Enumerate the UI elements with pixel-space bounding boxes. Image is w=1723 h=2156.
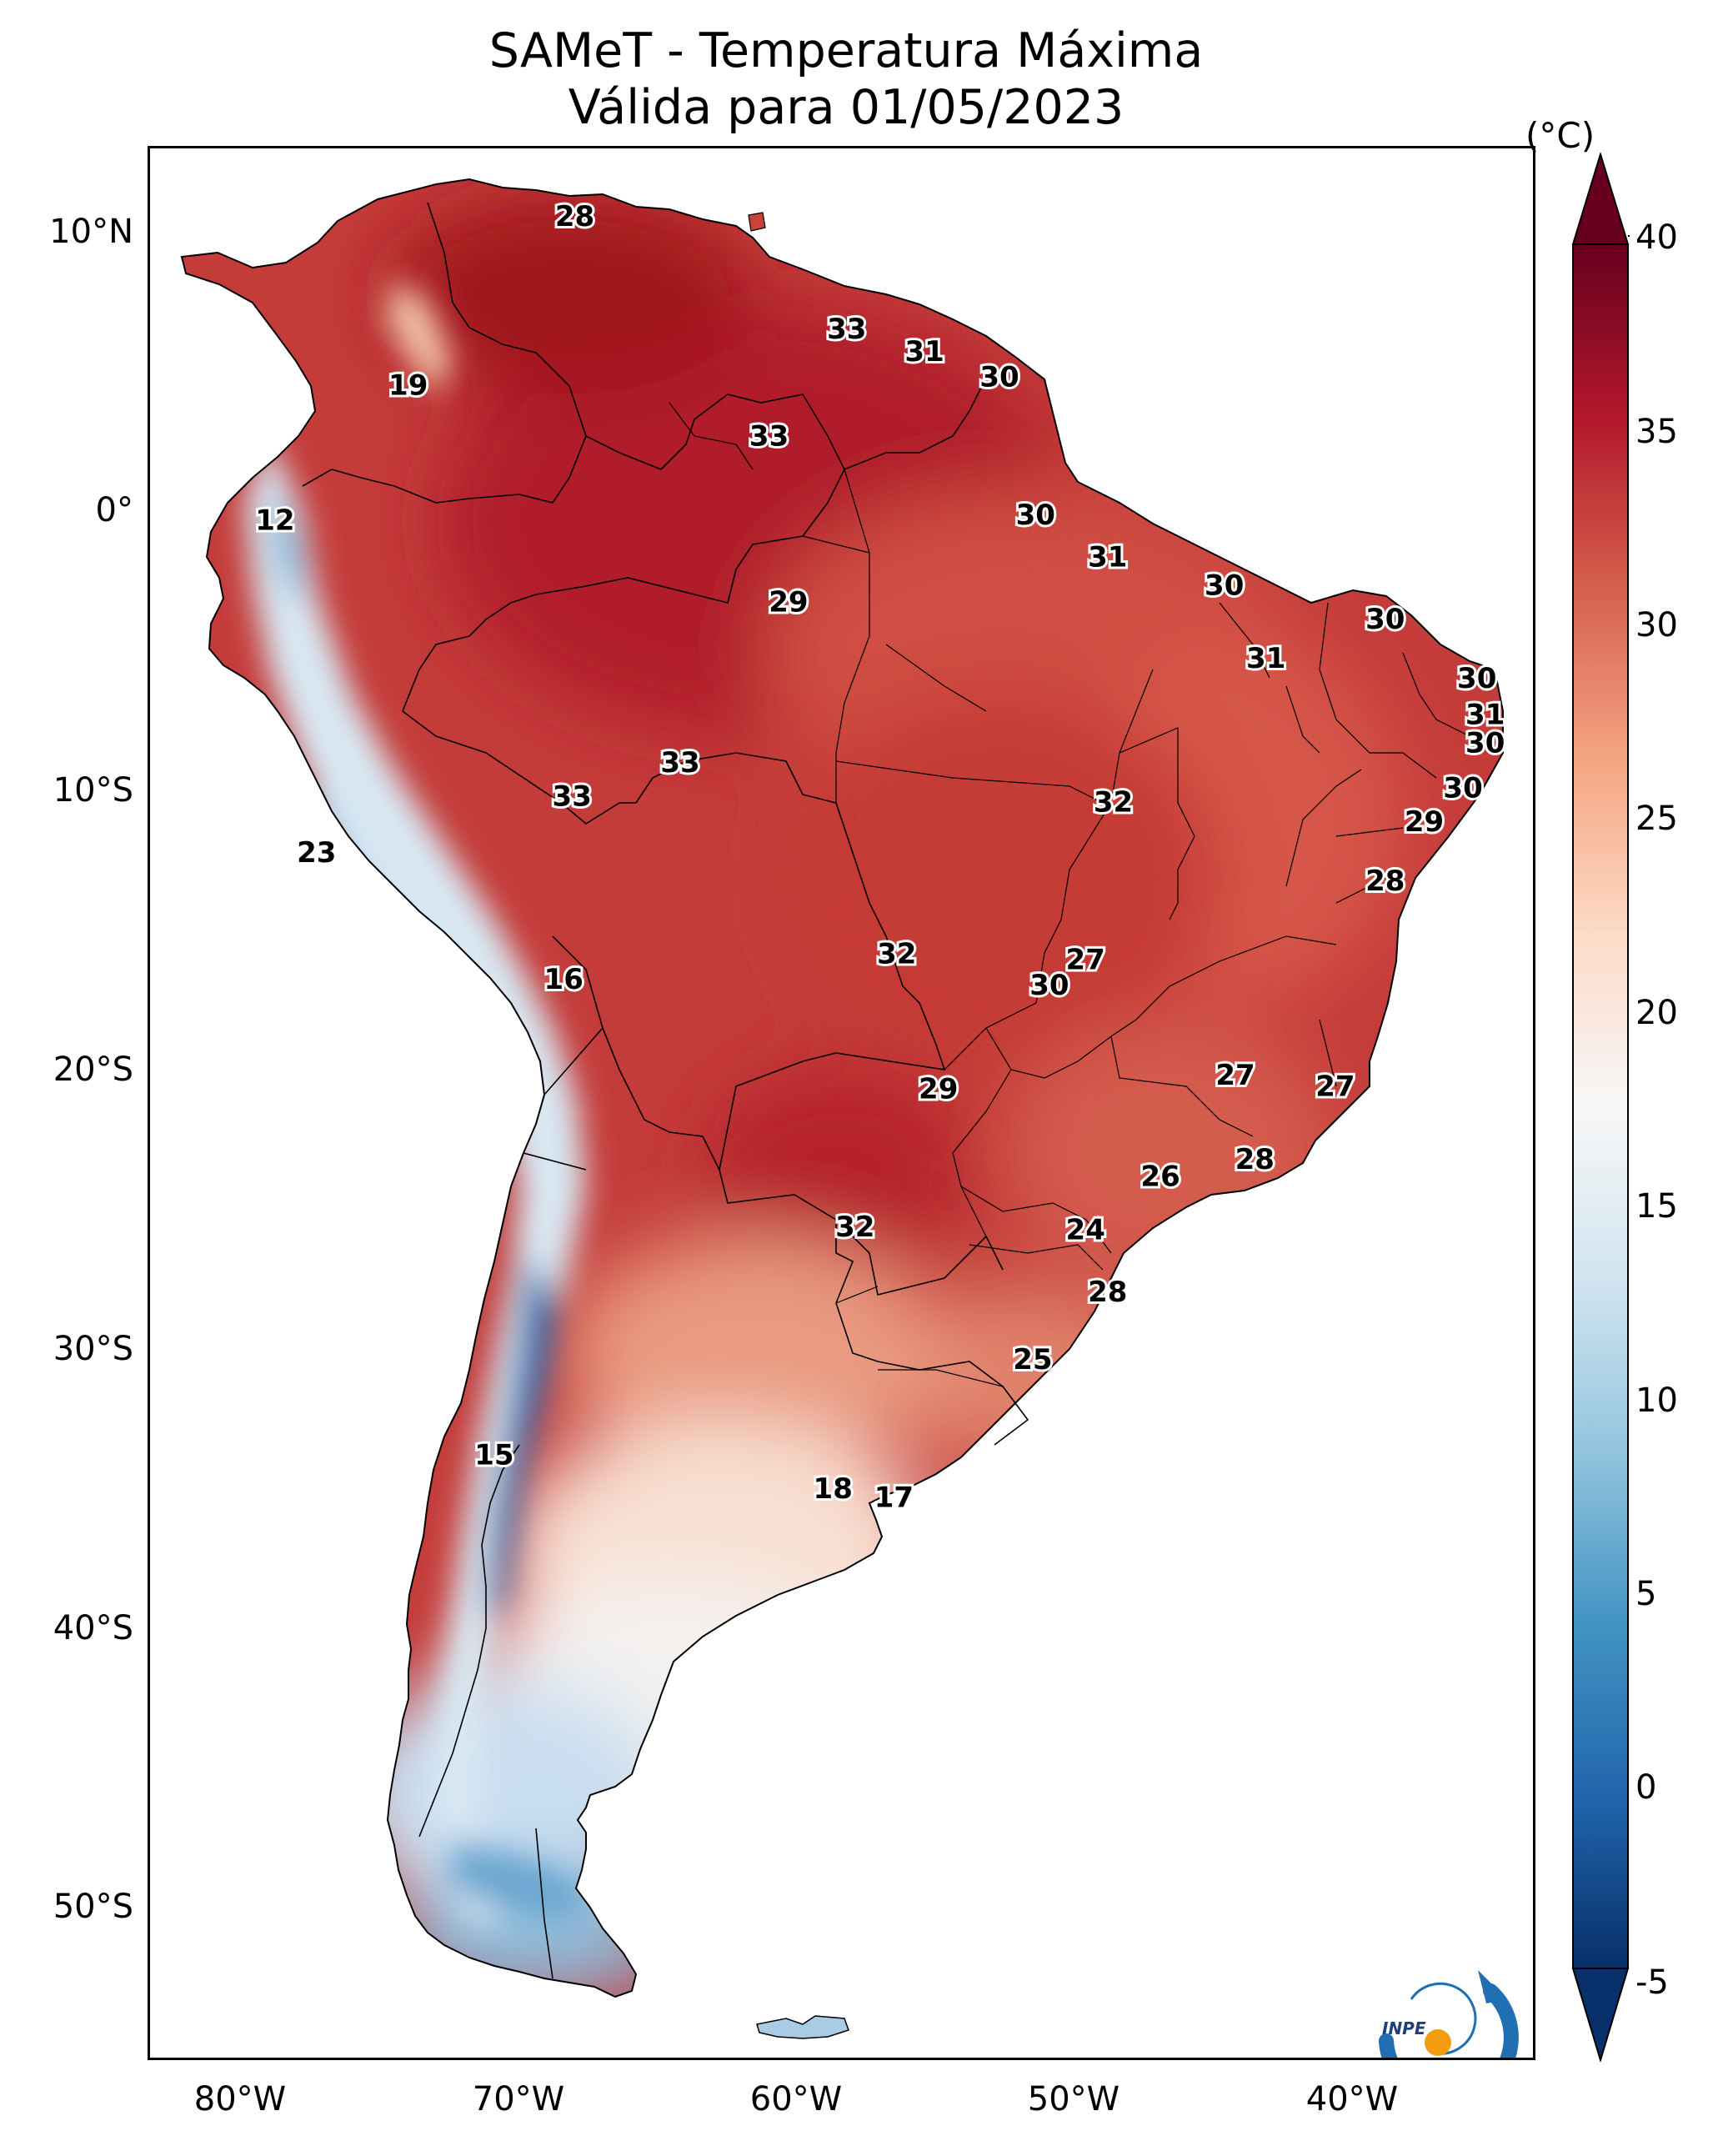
- city-temperature-label: 30: [979, 361, 1019, 394]
- city-temperature-label: 32: [1094, 785, 1133, 819]
- city-temperature-label: 33: [749, 419, 789, 453]
- lat-tick-label: 50°S: [53, 1888, 133, 1926]
- city-temperature-label: 23: [297, 836, 336, 870]
- city-temperature-label: 30: [1205, 569, 1244, 602]
- city-temperature-label: 29: [1405, 805, 1444, 839]
- colorbar-body: [1572, 243, 1629, 1969]
- inpe-logo-text: INPE: [1382, 2018, 1426, 2038]
- lon-tick-label: 80°W: [193, 2080, 287, 2118]
- city-temperature-label: 30: [1029, 969, 1069, 1002]
- lon-tick-label: 40°W: [1305, 2080, 1399, 2118]
- colorbar-bottom-extend: [1571, 1968, 1630, 2062]
- city-temperature-label: 24: [1066, 1214, 1105, 1247]
- colorbar-tick-label: -5: [1635, 1963, 1669, 2002]
- trinidad-island: [748, 212, 766, 232]
- colorbar-tick-label: 5: [1635, 1575, 1657, 1613]
- coastline: [180, 178, 1504, 1998]
- colorbar-tick-label: 30: [1635, 606, 1678, 644]
- lon-tick-label: 50°W: [1027, 2080, 1120, 2118]
- city-temperature-label: 33: [660, 746, 699, 780]
- city-temperature-label: 29: [769, 586, 808, 619]
- city-temperature-label: 27: [1066, 943, 1105, 976]
- colorbar-tick-label: 35: [1635, 413, 1678, 451]
- lon-tick-label: 60°W: [749, 2080, 843, 2118]
- city-temperature-label: 32: [877, 938, 916, 971]
- falkland-islands: [756, 2015, 849, 2039]
- map-subtitle: Válida para 01/05/2023: [568, 80, 1124, 135]
- lat-tick-label: 0°: [95, 491, 133, 529]
- colorbar-tick-label: 15: [1635, 1187, 1678, 1226]
- city-temperature-label: 30: [1016, 499, 1055, 532]
- colorbar-tick-label: 10: [1635, 1381, 1678, 1420]
- colorbar-tick-label: 20: [1635, 994, 1678, 1032]
- city-temperature-label: 28: [555, 200, 594, 233]
- city-temperature-label: 30: [1457, 662, 1496, 695]
- city-temperature-label: 18: [814, 1472, 853, 1506]
- lat-tick-label: 30°S: [53, 1330, 133, 1368]
- lon-tick-label: 70°W: [472, 2080, 565, 2118]
- city-temperature-label: 27: [1215, 1059, 1255, 1092]
- city-temperature-label: 17: [874, 1481, 914, 1514]
- state-borders: [669, 402, 1470, 1387]
- map-panel[interactable]: 28 33 31 30 19 33 12 30 31 30 29 30 31 30 31 30 33 30 33 32…: [148, 146, 1535, 2060]
- colorbar-unit: (°C): [1525, 115, 1595, 156]
- city-temperature-label: 31: [1088, 541, 1127, 574]
- city-temperature-label: 29: [919, 1073, 958, 1106]
- city-temperature-label: 31: [1246, 642, 1285, 675]
- city-temperature-label: 15: [474, 1439, 513, 1472]
- lat-tick-label: 20°S: [53, 1050, 133, 1089]
- city-temperature-label: 30: [1365, 603, 1405, 636]
- colorbar-top-extend: [1571, 153, 1630, 245]
- colorbar-tick-label: 40: [1635, 218, 1678, 257]
- city-temperature-label: 30: [1465, 726, 1505, 760]
- city-temperature-label: 33: [553, 780, 592, 814]
- city-temperature-label: 26: [1140, 1160, 1180, 1193]
- colorbar-tick-label: 0: [1635, 1768, 1657, 1807]
- city-temperature-label: 25: [1013, 1343, 1052, 1376]
- city-temperature-label: 28: [1088, 1276, 1127, 1309]
- city-temperature-label: 30: [1443, 772, 1482, 805]
- colorbar: [1571, 153, 1630, 2062]
- city-temperature-label: 33: [827, 313, 866, 346]
- lat-tick-label: 40°S: [53, 1609, 133, 1647]
- map-title: SAMeT - Temperatura Máxima: [488, 23, 1204, 78]
- lat-tick-label: 10°N: [49, 213, 133, 251]
- city-temperature-label: 27: [1315, 1070, 1355, 1103]
- city-temperature-label: 16: [544, 963, 584, 996]
- city-temperature-label: 31: [904, 335, 944, 369]
- city-temperature-label: 28: [1365, 865, 1405, 898]
- city-temperature-label: 12: [255, 504, 294, 538]
- city-temperature-label: 19: [388, 369, 428, 403]
- inpe-logo: INPE: [1379, 1970, 1519, 2058]
- city-temperature-label: 28: [1235, 1143, 1275, 1176]
- country-borders: [302, 202, 1029, 1979]
- city-temperature-label: 31: [1465, 699, 1505, 732]
- lat-tick-label: 10°S: [53, 771, 133, 810]
- colorbar-tick-label: 25: [1635, 800, 1678, 838]
- city-temperature-label: 32: [835, 1211, 874, 1244]
